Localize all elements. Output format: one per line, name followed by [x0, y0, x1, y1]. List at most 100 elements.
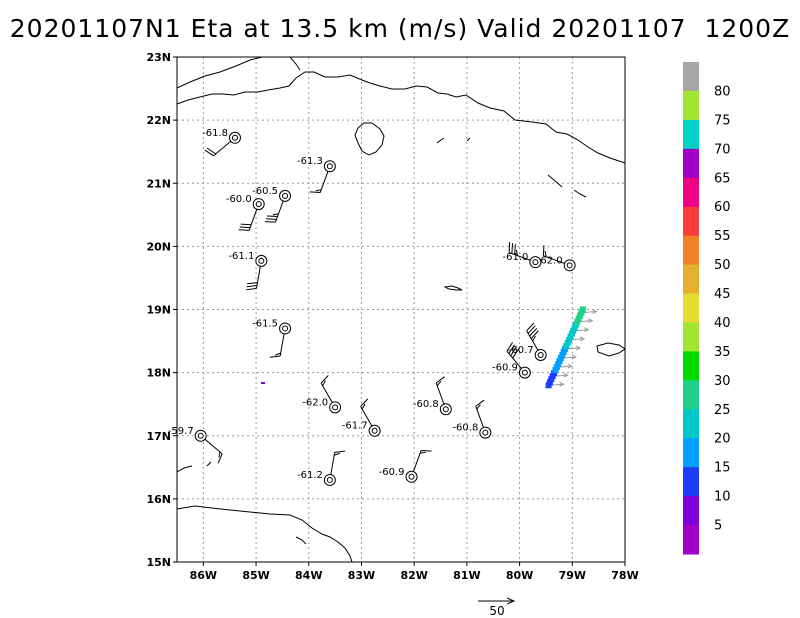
wind-barb-flag — [246, 287, 257, 291]
colorbar-label: 55 — [714, 229, 731, 244]
radial-wind-cell — [553, 364, 560, 371]
wind-barb-flag — [240, 223, 252, 226]
station-label: -61.1 — [228, 251, 254, 262]
radial-wind-cell — [567, 333, 574, 340]
station-dot — [326, 163, 333, 170]
radial-wind-arrow — [555, 374, 567, 377]
x-tick-label: 85W — [242, 569, 269, 582]
wind-barb-flag — [315, 189, 322, 192]
station-dot — [326, 476, 333, 483]
station-label: -61.8 — [202, 128, 228, 139]
colorbar-swatch — [683, 148, 699, 179]
station-label: -61.7 — [342, 421, 368, 432]
colorbar-label: 15 — [714, 461, 731, 476]
radial-wind-cell — [577, 312, 584, 319]
x-tick-label: 83W — [348, 569, 375, 582]
radial-wind-cell — [563, 342, 570, 349]
colorbar-label: 10 — [714, 490, 731, 505]
radial-wind-cell — [557, 354, 564, 361]
wind-barb-flag — [510, 346, 517, 357]
x-tick-label: 86W — [190, 569, 217, 582]
colorbar-swatch — [683, 264, 699, 295]
coast-cuba-south — [177, 71, 625, 164]
station-dot — [566, 262, 573, 269]
station-dot — [332, 404, 339, 411]
radial-wind-arrowhead — [575, 345, 582, 351]
radial-wind-arrow — [584, 311, 596, 314]
wind-barb-flag — [508, 344, 515, 354]
radial-wind-swath — [545, 306, 598, 389]
station-label: -59.7 — [168, 426, 194, 437]
coast-cuba-west — [177, 57, 263, 89]
radial-wind-cell — [570, 327, 577, 334]
colorbar-label: 30 — [714, 374, 731, 389]
radial-wind-arrowhead — [571, 354, 578, 360]
station-label: -60.5 — [252, 186, 278, 197]
station-label: -60.8 — [452, 423, 478, 434]
colorbar-swatch — [683, 467, 699, 497]
wind-barb-flag — [206, 147, 217, 155]
colorbar-label: 75 — [714, 113, 731, 128]
coast-keys-1 — [436, 137, 445, 144]
radial-wind-cell — [578, 309, 585, 316]
radial-wind-cell — [552, 367, 559, 374]
station-dot — [282, 192, 289, 199]
y-tick-label: 23N — [146, 51, 171, 64]
plot-background — [177, 57, 625, 562]
radial-wind-cell — [574, 318, 581, 325]
reference-vector-label: 50 — [489, 604, 504, 618]
radial-wind-arrowhead — [563, 372, 569, 378]
coast-keys-3 — [573, 189, 587, 198]
y-tick-label: 21N — [146, 177, 171, 190]
station-label: -61.2 — [297, 470, 323, 481]
colorbar-label: 20 — [714, 432, 731, 447]
station-dot — [482, 429, 489, 436]
colorbar-swatch — [683, 409, 699, 439]
y-tick-label: 19N — [146, 304, 171, 317]
colorbar-swatch — [683, 438, 699, 468]
radial-wind-arrow — [580, 320, 592, 323]
wind-barb-flag — [435, 376, 445, 384]
wind-barb-flag — [334, 450, 346, 453]
colorbar-label: 5 — [714, 519, 722, 534]
wind-barb-flag — [476, 404, 481, 410]
station: -62.0 — [302, 375, 342, 414]
coast-belize — [177, 465, 193, 473]
reference-vector: 50 — [478, 601, 514, 618]
station: -61.1 — [228, 251, 268, 291]
wind-barb-flag — [512, 349, 519, 359]
station: -60.9 — [379, 449, 432, 483]
colorbar-swatch — [683, 525, 699, 555]
station: 62.0 — [540, 245, 576, 272]
station: -60.8 — [452, 399, 492, 439]
colorbar-swatch — [683, 322, 699, 352]
wind-barb-flag — [475, 399, 485, 407]
coast-keys-2 — [466, 137, 471, 142]
wind-barb-flag — [530, 330, 539, 339]
x-tick-label: 78W — [611, 569, 638, 582]
radial-wind-cell — [546, 379, 553, 386]
wind-barb-flag — [275, 352, 281, 356]
station-label: -60.9 — [492, 363, 518, 374]
colorbar-label: 45 — [714, 287, 731, 302]
wind-barb-flag — [246, 285, 258, 288]
x-tick-label: 80W — [506, 569, 533, 582]
wind-barb-flag — [506, 342, 514, 352]
wind-barb-flag — [508, 242, 511, 253]
wind-barb-flag — [218, 451, 221, 458]
colorbar-label: 80 — [714, 84, 731, 99]
coast-jamaica — [596, 342, 625, 357]
station: -60.8 — [413, 376, 452, 416]
radial-wind-cell — [560, 348, 567, 355]
station-dot — [532, 259, 539, 266]
radial-wind-arrow — [559, 365, 571, 368]
colorbar-swatch — [683, 496, 699, 526]
station: -61.3 — [297, 156, 336, 194]
radial-wind-cell — [579, 306, 586, 313]
radial-wind-arrowhead — [579, 336, 586, 342]
colorbar-label: 70 — [714, 142, 731, 157]
wind-barb-flag — [515, 249, 519, 256]
wind-barb-flag — [544, 250, 547, 257]
station: -61.5 — [252, 318, 292, 358]
wind-barb-flag — [532, 335, 536, 342]
